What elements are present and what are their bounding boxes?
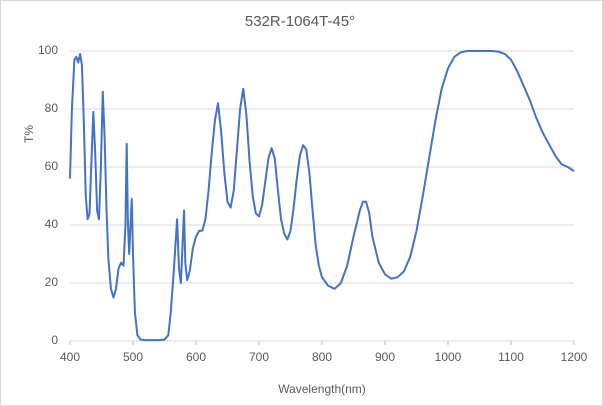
y-axis-label: T% xyxy=(22,125,36,143)
x-tick-label: 1100 xyxy=(498,350,524,364)
x-tick-label: 400 xyxy=(60,350,80,364)
y-tick-label: 20 xyxy=(45,275,59,289)
x-tick-label: 1000 xyxy=(435,350,462,364)
y-tick-label: 100 xyxy=(38,43,58,57)
data-line xyxy=(69,50,575,342)
x-tick-label: 700 xyxy=(249,350,269,364)
y-tick-label: 80 xyxy=(45,101,59,115)
chart-title: 532R-1064T-45° xyxy=(245,13,355,30)
x-tick-label: 800 xyxy=(312,350,332,364)
y-tick-label: 40 xyxy=(45,217,59,231)
y-tick-label: 0 xyxy=(51,333,58,347)
x-axis-label: Wavelength(nm) xyxy=(278,382,366,396)
y-tick-label: 60 xyxy=(45,159,59,173)
x-tick-label: 500 xyxy=(123,350,143,364)
x-tick-label: 900 xyxy=(375,350,395,364)
x-tick-label: 600 xyxy=(186,350,206,364)
x-tick-label: 1200 xyxy=(561,350,588,364)
